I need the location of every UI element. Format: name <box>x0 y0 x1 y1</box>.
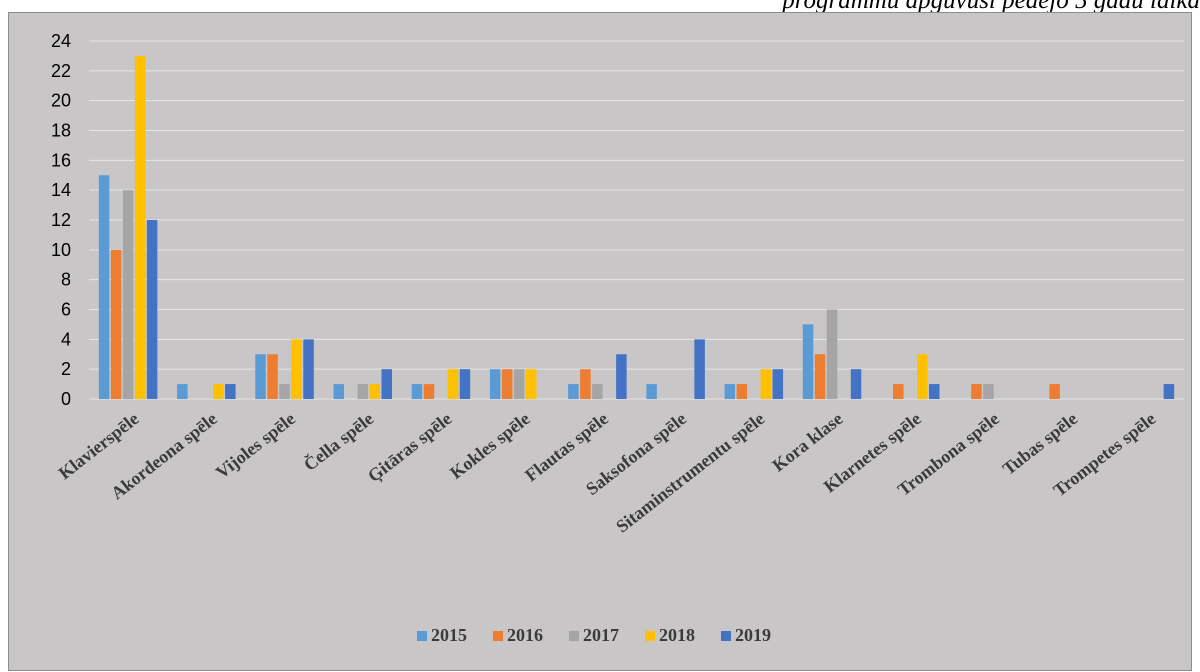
legend-label: 2017 <box>583 625 619 645</box>
y-tick-label: 4 <box>61 329 71 349</box>
y-tick-label: 16 <box>51 150 71 170</box>
bar-2017-11 <box>983 384 994 399</box>
bar-2015-1 <box>177 384 188 399</box>
y-tick-label: 10 <box>51 240 71 260</box>
bar-2019-8 <box>772 369 784 399</box>
y-tick-label: 22 <box>51 61 71 81</box>
bar-2019-1 <box>225 384 236 399</box>
bar-2016-0 <box>110 249 122 399</box>
bar-2019-6 <box>616 354 627 399</box>
y-tick-label: 2 <box>61 359 71 379</box>
bar-2016-4 <box>423 384 435 399</box>
bar-2015-4 <box>411 384 423 399</box>
bar-2017-9 <box>826 309 838 399</box>
bar-2017-2 <box>279 384 290 399</box>
bar-2016-12 <box>1049 384 1060 399</box>
y-tick-label: 14 <box>51 180 71 200</box>
y-tick-label: 24 <box>51 31 71 51</box>
bar-2015-6 <box>568 384 579 399</box>
y-tick-label: 6 <box>61 300 71 320</box>
legend-swatch-2019 <box>721 631 731 641</box>
bars <box>98 55 1175 400</box>
x-category-label: Ģitāras spēle <box>364 408 456 486</box>
bar-2019-7 <box>694 339 705 399</box>
x-category-label: Sitaminstrumentu spēle <box>612 408 768 536</box>
bar-2018-10 <box>917 354 928 399</box>
x-category-label: Vijoles spēle <box>212 408 299 482</box>
x-category-label: Kora klase <box>768 408 846 475</box>
y-tick-label: 8 <box>61 270 71 290</box>
y-tick-label: 20 <box>51 91 71 111</box>
bar-2015-2 <box>255 354 266 399</box>
y-tick-label: 12 <box>51 210 71 230</box>
bar-2018-4 <box>447 369 459 399</box>
legend-label: 2019 <box>735 625 771 645</box>
legend-label: 2015 <box>431 625 467 645</box>
bar-2017-3 <box>357 384 368 399</box>
bar-2018-2 <box>291 339 302 399</box>
bar-2015-7 <box>646 384 657 399</box>
bar-2018-5 <box>525 369 537 399</box>
gridlines <box>89 40 1184 400</box>
bar-2015-8 <box>724 384 736 399</box>
bar-2019-2 <box>303 339 314 399</box>
x-category-label: Čella spēle <box>299 408 377 475</box>
bar-2018-8 <box>760 369 772 399</box>
legend-swatch-2015 <box>417 631 427 641</box>
bar-2016-11 <box>971 384 982 399</box>
legend-label: 2018 <box>659 625 695 645</box>
bar-2017-0 <box>122 190 134 399</box>
legend-swatch-2016 <box>493 631 503 641</box>
bar-2016-10 <box>893 384 904 399</box>
x-category-label: Kokles spēle <box>446 408 534 483</box>
bar-2016-6 <box>580 369 591 399</box>
bar-2019-10 <box>929 384 940 399</box>
legend-label: 2016 <box>507 625 543 645</box>
bar-2018-3 <box>369 384 380 399</box>
bar-2016-2 <box>267 354 278 399</box>
y-tick-label: 18 <box>51 121 71 141</box>
bar-2017-5 <box>513 369 525 399</box>
bar-2018-1 <box>213 384 224 399</box>
bar-2019-3 <box>381 369 392 399</box>
bar-2016-9 <box>814 354 826 399</box>
bar-2015-9 <box>802 324 814 399</box>
y-tick-label: 0 <box>61 389 71 409</box>
bar-2016-5 <box>501 369 513 399</box>
bar-2015-0 <box>98 175 110 399</box>
bar-2019-0 <box>146 220 158 399</box>
legend: 2015 2016 2017 2018 2019 <box>417 625 771 645</box>
chart-area: 0 2 4 6 8 10 12 14 16 18 20 22 24 Klavierspēle Akorde… <box>8 12 1192 671</box>
legend-swatch-2018 <box>645 631 655 641</box>
bar-2019-4 <box>459 369 471 399</box>
bar-2016-8 <box>736 384 748 399</box>
bar-2019-13 <box>1163 384 1175 399</box>
bar-2015-5 <box>489 369 501 399</box>
bar-2017-6 <box>592 384 603 399</box>
bar-2015-3 <box>333 384 344 399</box>
bar-2019-9 <box>850 369 862 399</box>
legend-swatch-2017 <box>569 631 579 641</box>
bar-2018-0 <box>134 55 146 400</box>
header-text: programmu apguvusi pēdējo 5 gadu laikā <box>782 0 1200 14</box>
